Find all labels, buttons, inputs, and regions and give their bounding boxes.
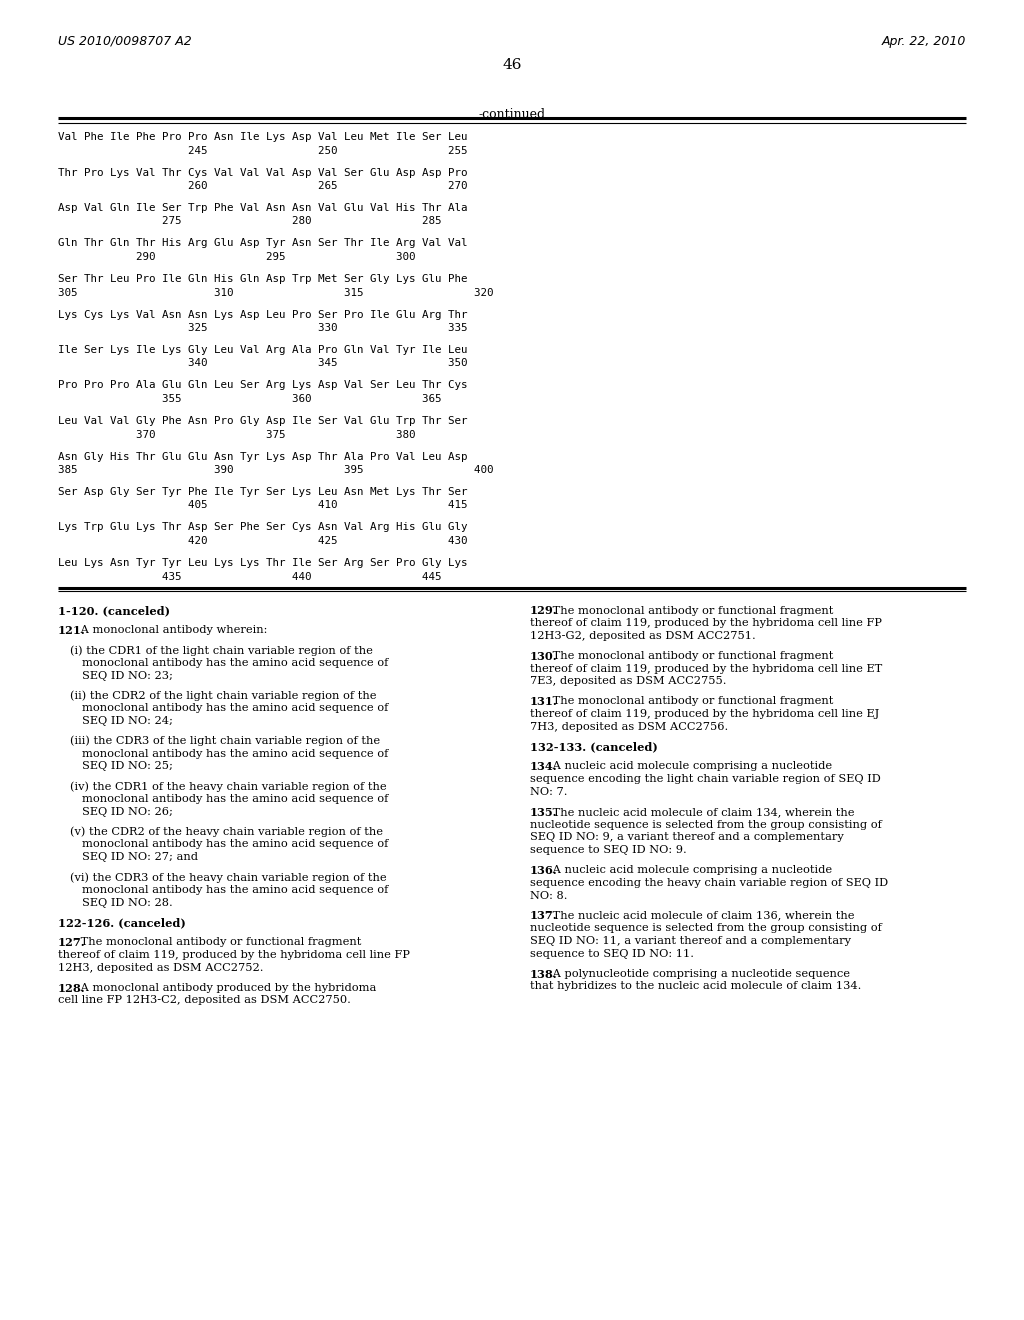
Text: (v) the CDR2 of the heavy chain variable region of the: (v) the CDR2 of the heavy chain variable… (70, 826, 383, 837)
Text: 127.: 127. (58, 937, 86, 948)
Text: 135.: 135. (530, 807, 557, 818)
Text: 137.: 137. (530, 911, 558, 921)
Text: SEQ ID NO: 23;: SEQ ID NO: 23; (82, 671, 173, 681)
Text: SEQ ID NO: 25;: SEQ ID NO: 25; (82, 762, 173, 771)
Text: nucleotide sequence is selected from the group consisting of: nucleotide sequence is selected from the… (530, 820, 882, 830)
Text: nucleotide sequence is selected from the group consisting of: nucleotide sequence is selected from the… (530, 923, 882, 933)
Text: 260                 265                 270: 260 265 270 (58, 181, 468, 191)
Text: The monoclonal antibody or functional fragment: The monoclonal antibody or functional fr… (78, 937, 361, 948)
Text: 305                     310                 315                 320: 305 310 315 320 (58, 288, 494, 297)
Text: Ser Thr Leu Pro Ile Gln His Gln Asp Trp Met Ser Gly Lys Glu Phe: Ser Thr Leu Pro Ile Gln His Gln Asp Trp … (58, 275, 468, 284)
Text: (i) the CDR1 of the light chain variable region of the: (i) the CDR1 of the light chain variable… (70, 645, 373, 656)
Text: A monoclonal antibody wherein:: A monoclonal antibody wherein: (78, 626, 267, 635)
Text: 12H3, deposited as DSM ACC2752.: 12H3, deposited as DSM ACC2752. (58, 962, 263, 973)
Text: 325                 330                 335: 325 330 335 (58, 323, 468, 333)
Text: 46: 46 (502, 58, 522, 73)
Text: 131.: 131. (530, 696, 558, 708)
Text: 7H3, deposited as DSM ACC2756.: 7H3, deposited as DSM ACC2756. (530, 722, 728, 731)
Text: The monoclonal antibody or functional fragment: The monoclonal antibody or functional fr… (550, 651, 834, 661)
Text: 1-120. (canceled): 1-120. (canceled) (58, 606, 170, 616)
Text: Apr. 22, 2010: Apr. 22, 2010 (882, 36, 966, 48)
Text: Leu Lys Asn Tyr Tyr Leu Lys Lys Thr Ile Ser Arg Ser Pro Gly Lys: Leu Lys Asn Tyr Tyr Leu Lys Lys Thr Ile … (58, 558, 468, 568)
Text: 129.: 129. (530, 606, 558, 616)
Text: (iv) the CDR1 of the heavy chain variable region of the: (iv) the CDR1 of the heavy chain variabl… (70, 781, 387, 792)
Text: 122-126. (canceled): 122-126. (canceled) (58, 917, 186, 928)
Text: The nucleic acid molecule of claim 134, wherein the: The nucleic acid molecule of claim 134, … (550, 807, 855, 817)
Text: 355                 360                 365: 355 360 365 (58, 393, 441, 404)
Text: monoclonal antibody has the amino acid sequence of: monoclonal antibody has the amino acid s… (82, 704, 388, 713)
Text: SEQ ID NO: 27; and: SEQ ID NO: 27; and (82, 853, 198, 862)
Text: A nucleic acid molecule comprising a nucleotide: A nucleic acid molecule comprising a nuc… (550, 865, 833, 875)
Text: SEQ ID NO: 11, a variant thereof and a complementary: SEQ ID NO: 11, a variant thereof and a c… (530, 936, 851, 946)
Text: thereof of claim 119, produced by the hybridoma cell line FP: thereof of claim 119, produced by the hy… (58, 950, 410, 960)
Text: NO: 8.: NO: 8. (530, 891, 567, 900)
Text: Asn Gly His Thr Glu Glu Asn Tyr Lys Asp Thr Ala Pro Val Leu Asp: Asn Gly His Thr Glu Glu Asn Tyr Lys Asp … (58, 451, 468, 462)
Text: Gln Thr Gln Thr His Arg Glu Asp Tyr Asn Ser Thr Ile Arg Val Val: Gln Thr Gln Thr His Arg Glu Asp Tyr Asn … (58, 239, 468, 248)
Text: 7E3, deposited as DSM ACC2755.: 7E3, deposited as DSM ACC2755. (530, 676, 726, 686)
Text: Lys Cys Lys Val Asn Asn Lys Asp Leu Pro Ser Pro Ile Glu Arg Thr: Lys Cys Lys Val Asn Asn Lys Asp Leu Pro … (58, 309, 468, 319)
Text: 385                     390                 395                 400: 385 390 395 400 (58, 465, 494, 475)
Text: monoclonal antibody has the amino acid sequence of: monoclonal antibody has the amino acid s… (82, 840, 388, 850)
Text: (ii) the CDR2 of the light chain variable region of the: (ii) the CDR2 of the light chain variabl… (70, 690, 377, 701)
Text: 130.: 130. (530, 651, 558, 661)
Text: Lys Trp Glu Lys Thr Asp Ser Phe Ser Cys Asn Val Arg His Glu Gly: Lys Trp Glu Lys Thr Asp Ser Phe Ser Cys … (58, 523, 468, 532)
Text: Leu Val Val Gly Phe Asn Pro Gly Asp Ile Ser Val Glu Trp Thr Ser: Leu Val Val Gly Phe Asn Pro Gly Asp Ile … (58, 416, 468, 426)
Text: Asp Val Gln Ile Ser Trp Phe Val Asn Asn Val Glu Val His Thr Ala: Asp Val Gln Ile Ser Trp Phe Val Asn Asn … (58, 203, 468, 213)
Text: 405                 410                 415: 405 410 415 (58, 500, 468, 511)
Text: The monoclonal antibody or functional fragment: The monoclonal antibody or functional fr… (550, 696, 834, 706)
Text: SEQ ID NO: 28.: SEQ ID NO: 28. (82, 898, 173, 908)
Text: A polynucleotide comprising a nucleotide sequence: A polynucleotide comprising a nucleotide… (550, 969, 850, 978)
Text: NO: 7.: NO: 7. (530, 787, 567, 797)
Text: that hybridizes to the nucleic acid molecule of claim 134.: that hybridizes to the nucleic acid mole… (530, 982, 861, 991)
Text: SEQ ID NO: 24;: SEQ ID NO: 24; (82, 715, 173, 726)
Text: 128.: 128. (58, 982, 86, 994)
Text: A nucleic acid molecule comprising a nucleotide: A nucleic acid molecule comprising a nuc… (550, 762, 833, 771)
Text: sequence encoding the heavy chain variable region of SEQ ID: sequence encoding the heavy chain variab… (530, 878, 888, 888)
Text: 132-133. (canceled): 132-133. (canceled) (530, 742, 657, 752)
Text: sequence encoding the light chain variable region of SEQ ID: sequence encoding the light chain variab… (530, 775, 881, 784)
Text: Pro Pro Pro Ala Glu Gln Leu Ser Arg Lys Asp Val Ser Leu Thr Cys: Pro Pro Pro Ala Glu Gln Leu Ser Arg Lys … (58, 380, 468, 391)
Text: 275                 280                 285: 275 280 285 (58, 216, 441, 227)
Text: The nucleic acid molecule of claim 136, wherein the: The nucleic acid molecule of claim 136, … (550, 911, 855, 920)
Text: thereof of claim 119, produced by the hybridoma cell line EJ: thereof of claim 119, produced by the hy… (530, 709, 880, 719)
Text: 134.: 134. (530, 762, 558, 772)
Text: thereof of claim 119, produced by the hybridoma cell line FP: thereof of claim 119, produced by the hy… (530, 618, 882, 628)
Text: Ile Ser Lys Ile Lys Gly Leu Val Arg Ala Pro Gln Val Tyr Ile Leu: Ile Ser Lys Ile Lys Gly Leu Val Arg Ala … (58, 345, 468, 355)
Text: The monoclonal antibody or functional fragment: The monoclonal antibody or functional fr… (550, 606, 834, 615)
Text: SEQ ID NO: 9, a variant thereof and a complementary: SEQ ID NO: 9, a variant thereof and a co… (530, 833, 844, 842)
Text: thereof of claim 119, produced by the hybridoma cell line ET: thereof of claim 119, produced by the hy… (530, 664, 883, 673)
Text: 121.: 121. (58, 626, 86, 636)
Text: 12H3-G2, deposited as DSM ACC2751.: 12H3-G2, deposited as DSM ACC2751. (530, 631, 756, 642)
Text: Ser Asp Gly Ser Tyr Phe Ile Tyr Ser Lys Leu Asn Met Lys Thr Ser: Ser Asp Gly Ser Tyr Phe Ile Tyr Ser Lys … (58, 487, 468, 498)
Text: sequence to SEQ ID NO: 11.: sequence to SEQ ID NO: 11. (530, 949, 694, 958)
Text: 290                 295                 300: 290 295 300 (58, 252, 416, 261)
Text: A monoclonal antibody produced by the hybridoma: A monoclonal antibody produced by the hy… (78, 982, 377, 993)
Text: cell line FP 12H3-C2, deposited as DSM ACC2750.: cell line FP 12H3-C2, deposited as DSM A… (58, 995, 351, 1006)
Text: Val Phe Ile Phe Pro Pro Asn Ile Lys Asp Val Leu Met Ile Ser Leu: Val Phe Ile Phe Pro Pro Asn Ile Lys Asp … (58, 132, 468, 143)
Text: 340                 345                 350: 340 345 350 (58, 359, 468, 368)
Text: sequence to SEQ ID NO: 9.: sequence to SEQ ID NO: 9. (530, 845, 687, 855)
Text: monoclonal antibody has the amino acid sequence of: monoclonal antibody has the amino acid s… (82, 748, 388, 759)
Text: 245                 250                 255: 245 250 255 (58, 145, 468, 156)
Text: Thr Pro Lys Val Thr Cys Val Val Val Asp Val Ser Glu Asp Asp Pro: Thr Pro Lys Val Thr Cys Val Val Val Asp … (58, 168, 468, 177)
Text: 435                 440                 445: 435 440 445 (58, 572, 441, 582)
Text: monoclonal antibody has the amino acid sequence of: monoclonal antibody has the amino acid s… (82, 795, 388, 804)
Text: monoclonal antibody has the amino acid sequence of: monoclonal antibody has the amino acid s… (82, 657, 388, 668)
Text: 138.: 138. (530, 969, 558, 979)
Text: US 2010/0098707 A2: US 2010/0098707 A2 (58, 36, 191, 48)
Text: (vi) the CDR3 of the heavy chain variable region of the: (vi) the CDR3 of the heavy chain variabl… (70, 873, 387, 883)
Text: -continued: -continued (478, 108, 546, 121)
Text: (iii) the CDR3 of the light chain variable region of the: (iii) the CDR3 of the light chain variab… (70, 735, 380, 747)
Text: monoclonal antibody has the amino acid sequence of: monoclonal antibody has the amino acid s… (82, 884, 388, 895)
Text: SEQ ID NO: 26;: SEQ ID NO: 26; (82, 807, 173, 817)
Text: 420                 425                 430: 420 425 430 (58, 536, 468, 546)
Text: 136.: 136. (530, 865, 558, 876)
Text: 370                 375                 380: 370 375 380 (58, 429, 416, 440)
